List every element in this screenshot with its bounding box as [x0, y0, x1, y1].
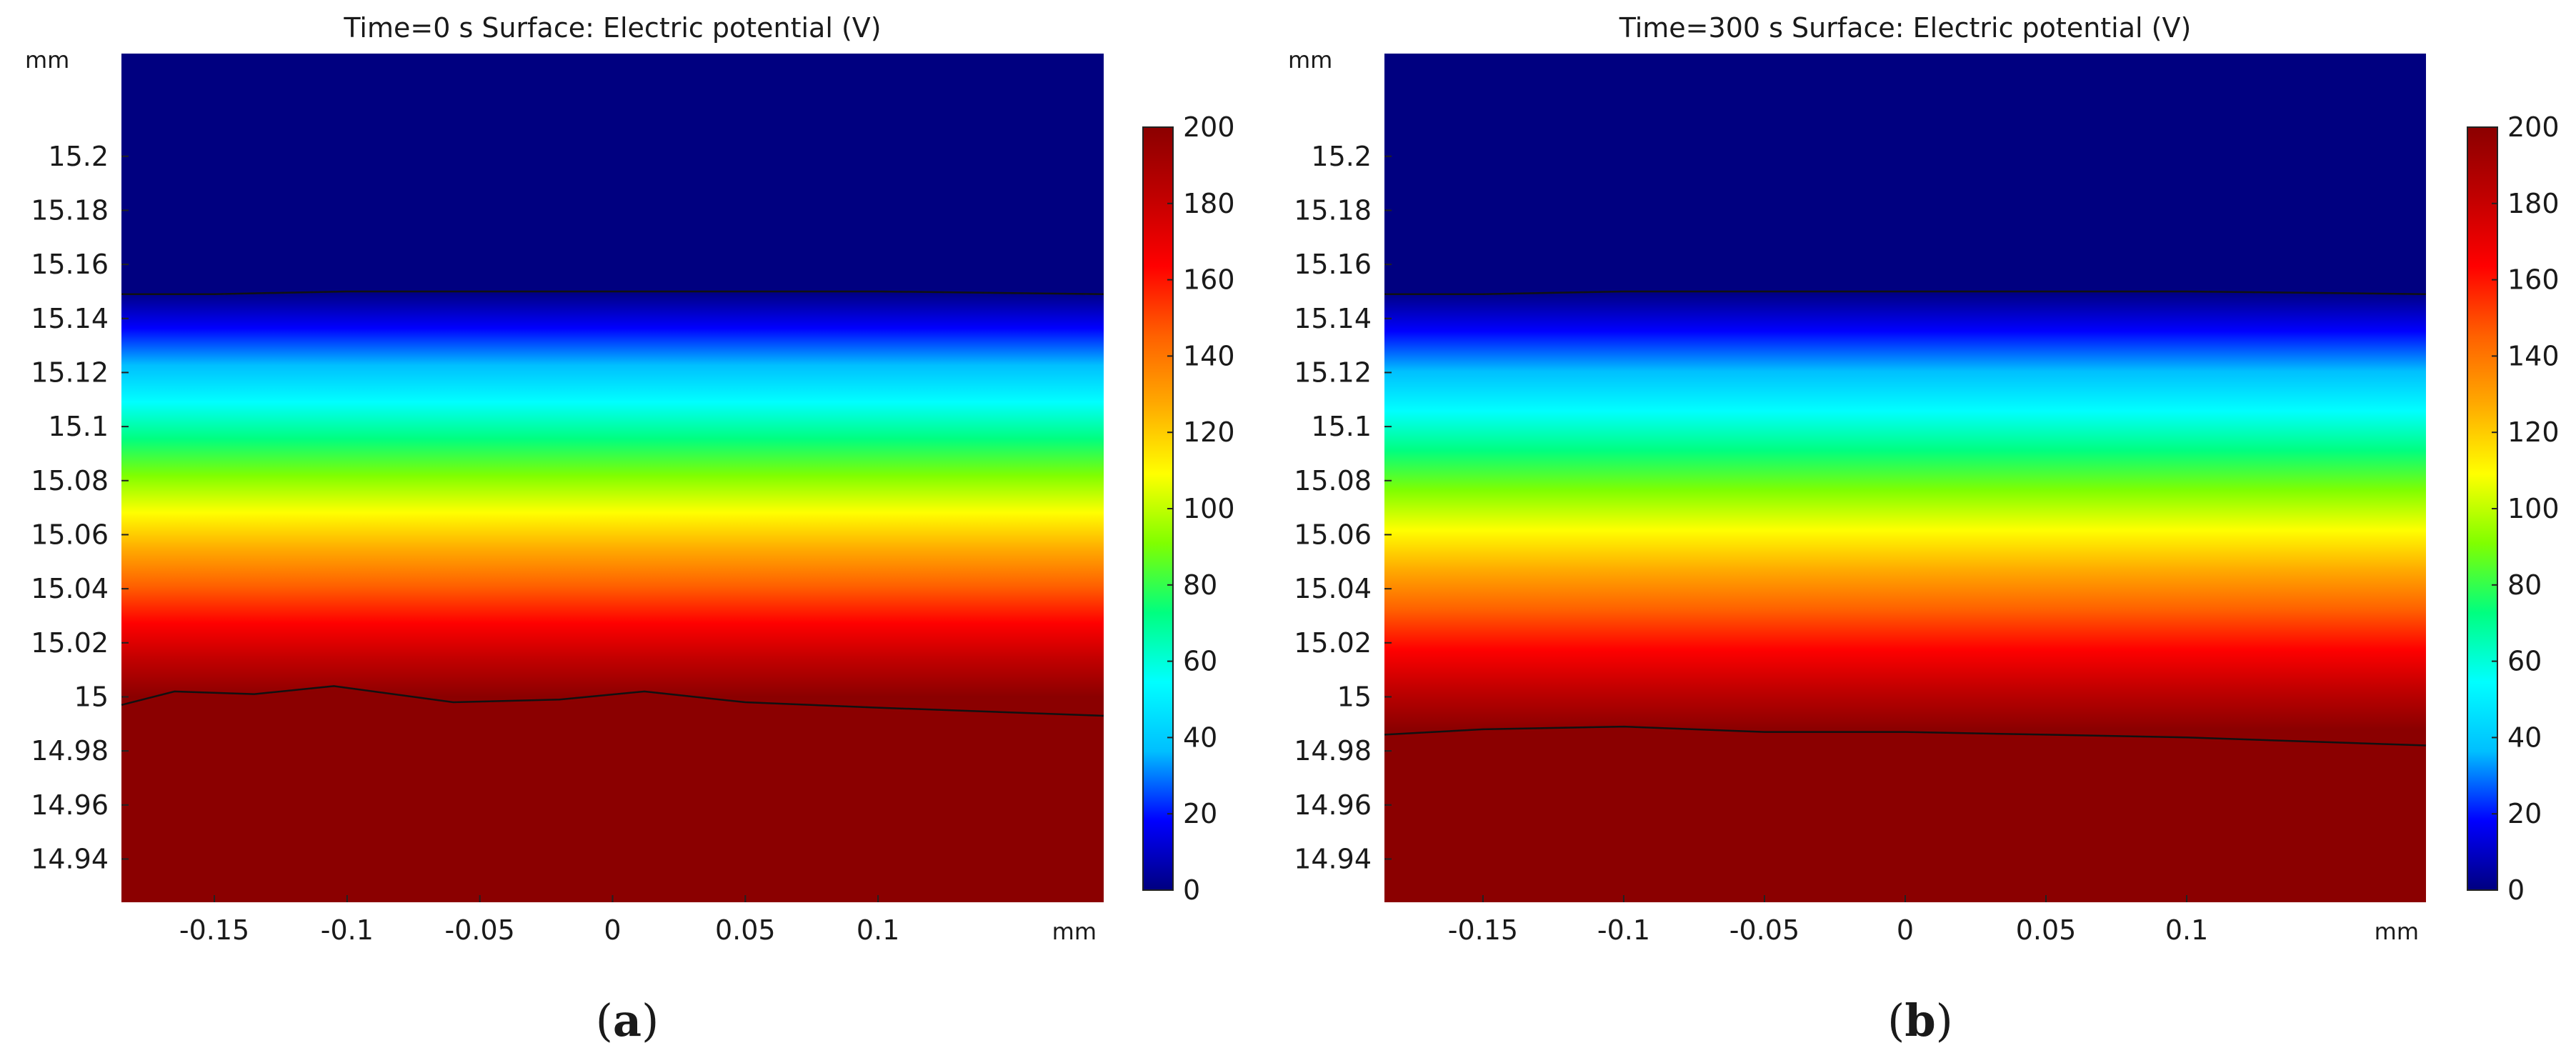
colorbar-tick-label: 120: [2507, 416, 2560, 448]
colorbar-tick-label: 200: [2507, 111, 2560, 143]
y-tick-label: 15.14: [1294, 303, 1372, 334]
panel-label: (b): [1887, 994, 1953, 1047]
x-unit-label: mm: [1052, 918, 1097, 945]
colorbar-tick-label: 120: [1183, 416, 1235, 448]
colorbar-tick-label: 80: [1183, 569, 1217, 601]
colorbar-tick-label: 140: [1183, 340, 1235, 371]
y-tick-label: 14.98: [31, 735, 109, 767]
x-tick-label: -0.15: [1448, 914, 1518, 946]
y-tick-label: 15.1: [48, 411, 109, 442]
y-tick-label: 14.94: [31, 843, 109, 874]
plot-title: Time=0 s Surface: Electric potential (V): [343, 12, 881, 44]
colorbar-tick-label: 100: [1183, 493, 1235, 524]
y-tick-label: 14.96: [1294, 789, 1372, 821]
colorbar-tick-label: 200: [1183, 111, 1235, 143]
y-tick-label: 15.18: [31, 194, 109, 226]
x-tick-label: -0.1: [1597, 914, 1650, 946]
x-tick-label: 0.05: [2016, 914, 2077, 946]
electrode-region: [1384, 727, 2426, 902]
upper-boundary-line: [1384, 290, 2427, 295]
x-unit-label: mm: [2375, 918, 2419, 945]
y-tick-label: 15.1: [1311, 411, 1372, 442]
y-tick-label: 15.04: [1294, 573, 1372, 604]
lower-boundary-line: [1384, 725, 2427, 747]
colorbar-tick-label: 60: [2507, 646, 2542, 677]
y-tick-label: 15.16: [1294, 249, 1372, 280]
x-tick-label: -0.05: [445, 914, 515, 946]
x-tick-label: 0: [1897, 914, 1914, 946]
x-tick-label: 0.05: [715, 914, 776, 946]
x-tick-label: 0.1: [2165, 914, 2208, 946]
y-tick-label: 15.16: [31, 249, 109, 280]
y-tick-label: 15.08: [31, 465, 109, 496]
lower-boundary-line: [121, 685, 1104, 717]
y-tick-label: 15.02: [31, 627, 109, 659]
y-tick-label: 15.12: [1294, 356, 1372, 388]
electrode-region: [121, 686, 1104, 902]
y-tick-label: 15.06: [31, 519, 109, 550]
y-tick-label: 15.02: [1294, 627, 1372, 659]
x-tick-label: -0.1: [321, 914, 374, 946]
colorbar-tick-label: 100: [2507, 493, 2560, 524]
y-tick-label: 15.14: [31, 303, 109, 334]
panel-label: (a): [596, 994, 659, 1047]
y-tick-label: 15.08: [1294, 465, 1372, 496]
colorbar-tick-label: 0: [1183, 874, 1200, 906]
upper-boundary-line: [121, 290, 1104, 295]
panel-a: Time=0 s Surface: Electric potential (V)…: [25, 12, 1235, 1047]
y-tick-label: 15.12: [31, 356, 109, 388]
plot-title: Time=300 s Surface: Electric potential (…: [1619, 12, 2192, 44]
y-tick-label: 14.96: [31, 789, 109, 821]
y-tick-label: 15: [74, 681, 109, 712]
colorbar-tick-label: 180: [2507, 188, 2560, 219]
x-tick-label: 0.1: [857, 914, 899, 946]
colorbar-tick-label: 0: [2507, 874, 2525, 906]
colorbar-tick-label: 160: [2507, 264, 2560, 296]
y-tick-label: 15.04: [31, 573, 109, 604]
y-tick-label: 14.94: [1294, 843, 1372, 874]
y-tick-label: 14.98: [1294, 735, 1372, 767]
colorbar-tick-label: 80: [2507, 569, 2542, 601]
x-tick-label: -0.15: [179, 914, 249, 946]
y-tick-label: 15: [1337, 681, 1372, 712]
panel-b: Time=300 s Surface: Electric potential (…: [1288, 12, 2560, 1047]
colorbar-tick-label: 160: [1183, 264, 1235, 296]
y-unit-label: mm: [1288, 46, 1332, 74]
y-unit-label: mm: [25, 46, 69, 74]
x-tick-label: -0.05: [1729, 914, 1799, 946]
y-tick-label: 15.18: [1294, 194, 1372, 226]
colorbar-tick-label: 20: [2507, 798, 2542, 829]
colorbar-tick-label: 40: [2507, 722, 2542, 753]
y-tick-label: 15.2: [48, 141, 109, 172]
colorbar-tick-label: 40: [1183, 722, 1217, 753]
colorbar-tick-label: 140: [2507, 340, 2560, 371]
colorbar-tick-label: 180: [1183, 188, 1235, 219]
y-tick-label: 15.2: [1311, 141, 1372, 172]
colorbar-tick-label: 20: [1183, 798, 1217, 829]
y-tick-label: 15.06: [1294, 519, 1372, 550]
x-tick-label: 0: [604, 914, 621, 946]
colorbar-tick-label: 60: [1183, 646, 1217, 677]
